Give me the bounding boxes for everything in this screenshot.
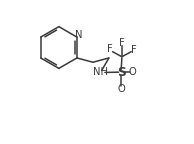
Text: S: S [117, 66, 126, 79]
Text: F: F [131, 45, 137, 55]
Text: O: O [117, 84, 125, 94]
Text: NH: NH [93, 67, 108, 77]
Text: N: N [75, 30, 82, 40]
Text: O: O [129, 67, 137, 77]
Text: F: F [119, 38, 125, 48]
Text: F: F [107, 44, 113, 54]
